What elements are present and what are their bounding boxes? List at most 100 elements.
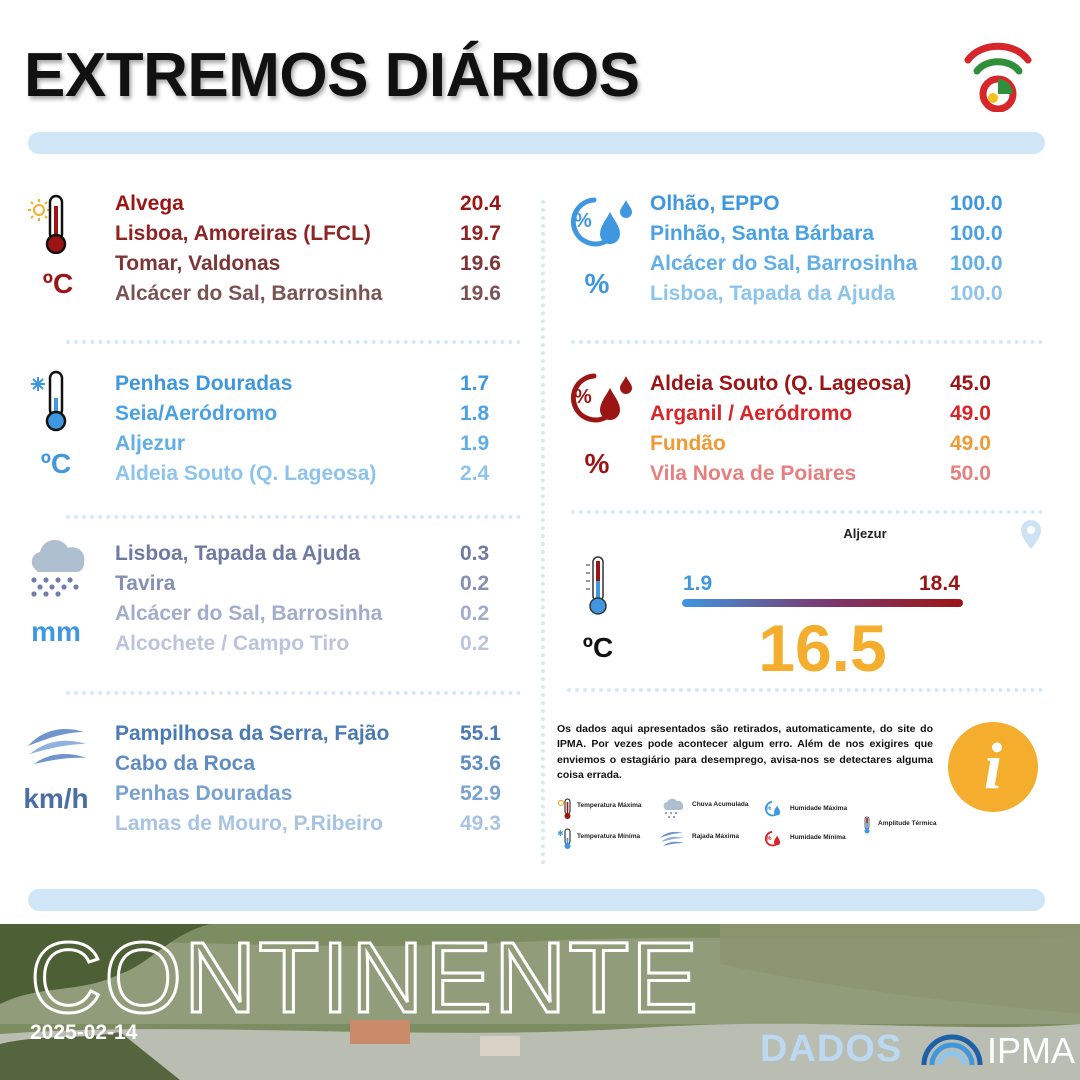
legend-label: Humidade Mínima: [790, 834, 846, 841]
station-value: 19.6: [460, 282, 501, 305]
station-name: Pinhão, Santa Bárbara: [650, 222, 875, 245]
unit-label: mm: [31, 616, 81, 647]
legend-label: Temperatura Mínima: [577, 833, 641, 840]
thermometer-sun-icon: [557, 798, 571, 819]
station-value: 52.9: [460, 782, 501, 805]
station-value: 100.0: [950, 252, 1003, 275]
station-name: Fundão: [650, 432, 726, 455]
legend-label: Temperatura Máxima: [577, 802, 642, 809]
info-icon-glyph: i: [983, 730, 1003, 803]
station-name: Penhas Douradas: [115, 372, 293, 395]
info-icon: [948, 722, 1038, 812]
station-value: 1.7: [460, 372, 490, 395]
legend-label: Chuva Acumulada: [692, 801, 749, 808]
section-divider: [571, 340, 1043, 344]
svg-text:%: %: [574, 210, 592, 232]
station-value: 100.0: [950, 192, 1003, 215]
page-title: EXTREMOS DIÁRIOS: [24, 41, 640, 110]
station-name: Lisboa, Tapada da Ajuda: [115, 542, 361, 565]
report-date: 2025-02-14: [30, 1021, 138, 1044]
station-name: Alcochete / Campo Tiro: [115, 632, 350, 655]
thermometer-snow-icon: ✱: [557, 828, 571, 849]
station-value: 1.9: [460, 432, 490, 455]
footer-photo: [0, 924, 1080, 1080]
station-value: 100.0: [950, 282, 1003, 305]
station-value: 49.3: [460, 812, 501, 835]
unit-label: km/h: [23, 783, 89, 814]
station-name: Alcácer do Sal, Barrosinha: [115, 282, 383, 305]
station-value: 45.0: [950, 372, 991, 395]
svg-text:%: %: [766, 835, 772, 842]
humidity-min-icon: %: [570, 373, 632, 423]
bottom-band: [28, 889, 1045, 911]
dados-label: DADOS: [760, 1028, 903, 1070]
station-name: Aldeia Souto (Q. Lageosa): [650, 372, 912, 395]
svg-text:%: %: [766, 805, 772, 812]
amplitude-city: Aljezur: [843, 526, 887, 541]
humidity-max-icon: %: [570, 197, 632, 247]
station-value: 20.4: [460, 192, 501, 215]
unit-label: %: [584, 448, 610, 479]
info-text: Os dados aqui apresentados são retirados…: [557, 723, 933, 782]
location-pin-icon: [1021, 520, 1041, 549]
top-band: [28, 132, 1045, 154]
station-name: Vila Nova de Poiares: [650, 462, 857, 485]
svg-text:✱: ✱: [557, 829, 564, 838]
unit-label: ºC: [40, 448, 72, 479]
rain-cloud-icon: [663, 798, 684, 818]
logo-icon: [964, 42, 1032, 112]
station-name: Lisboa, Amoreiras (LFCL): [115, 222, 371, 245]
legend-label: Amplitude Térmica: [878, 820, 937, 827]
station-value: 55.1: [460, 722, 501, 745]
station-value: 0.2: [460, 602, 490, 625]
region-title: CONTINENTE: [29, 922, 700, 1035]
station-value: 2.4: [460, 462, 490, 485]
station-value: 1.8: [460, 402, 490, 425]
amplitude-max: 18.4: [919, 572, 960, 595]
station-value: 19.7: [460, 222, 501, 245]
ipma-logo-icon: [921, 1034, 983, 1066]
station-name: Lisboa, Tapada da Ajuda: [650, 282, 896, 305]
station-name: Arganil / Aeródromo: [650, 402, 853, 425]
svg-text:%: %: [574, 386, 592, 408]
station-value: 49.0: [950, 432, 991, 455]
legend-label: Rajada Máxima: [692, 833, 739, 840]
section-divider: [66, 515, 521, 519]
station-value: 19.6: [460, 252, 501, 275]
station-name: Aljezur: [115, 432, 186, 455]
rain-cloud-icon: [31, 540, 85, 597]
wind-icon: [660, 831, 684, 846]
station-name: Aldeia Souto (Q. Lageosa): [115, 462, 377, 485]
section-divider: [66, 340, 521, 344]
unit-label: ºC: [582, 632, 614, 663]
column-divider: [541, 200, 545, 865]
station-name: Alvega: [115, 192, 184, 215]
station-value: 0.3: [460, 542, 490, 565]
station-value: 53.6: [460, 752, 501, 775]
station-name: Cabo da Roca: [115, 752, 256, 775]
station-value: 50.0: [950, 462, 991, 485]
ipma-label: IPMA: [987, 1030, 1076, 1071]
humidity-max-icon: %: [764, 801, 781, 817]
station-name: Pampilhosa da Serra, Fajão: [115, 722, 390, 745]
station-name: Penhas Douradas: [115, 782, 293, 805]
section-divider: [567, 688, 1043, 692]
station-value: 49.0: [950, 402, 991, 425]
amplitude-gradient-bar: [682, 599, 963, 607]
humidity-min-icon: %: [764, 831, 781, 847]
section-divider: [66, 691, 521, 695]
station-name: Lamas de Mouro, P.Ribeiro: [115, 812, 384, 835]
thermometer-range-icon: [864, 816, 870, 834]
amplitude-value: 16.5: [758, 611, 887, 685]
station-name: Alcácer do Sal, Barrosinha: [650, 252, 918, 275]
station-name: Olhão, EPPO: [650, 192, 780, 215]
unit-label: %: [584, 268, 610, 299]
thermometer-snow-icon: [31, 370, 67, 432]
station-value: 0.2: [460, 572, 490, 595]
unit-label: ºC: [42, 268, 74, 299]
station-name: Seia/Aeródromo: [115, 402, 278, 425]
station-name: Tavira: [115, 572, 176, 595]
station-value: 0.2: [460, 632, 490, 655]
wind-icon: [28, 728, 86, 764]
amplitude-min: 1.9: [683, 572, 713, 595]
